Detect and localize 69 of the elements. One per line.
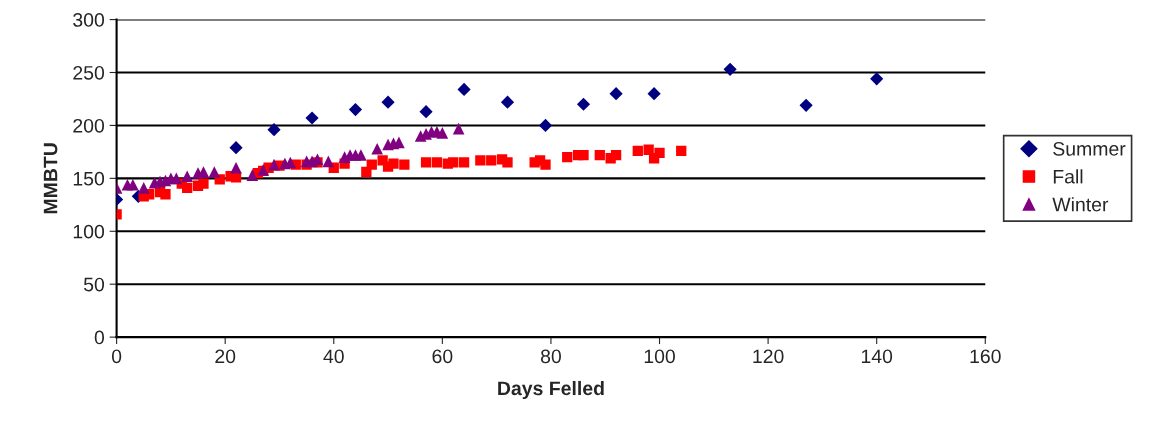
x-tick-label: 80 [540,349,561,364]
legend-label: Summer [1053,141,1126,156]
point [127,178,139,191]
point [160,189,171,200]
point [436,127,449,139]
point [799,98,813,112]
point [609,87,623,101]
point [457,82,471,97]
point [388,158,399,169]
point [182,182,193,194]
point [170,172,183,185]
point [723,62,737,76]
x-tick-label: 100 [644,349,675,364]
point [381,95,395,109]
point [632,145,643,156]
y-tick-label: 300 [73,13,105,27]
point [305,111,319,125]
point [419,105,433,119]
point [229,141,243,155]
point [654,147,665,159]
point [348,102,363,117]
point [676,145,687,156]
point [230,161,242,174]
x-axis-title: Days Felled [498,380,604,400]
y-tick-label: 150 [73,171,105,186]
y-tick-label: 50 [83,277,105,292]
point [431,157,443,168]
legend-label: Winter [1052,197,1109,212]
point [208,166,221,178]
x-tick-label: 160 [970,349,1001,364]
y-axis-title: MMBTU [43,143,58,214]
point [420,157,432,168]
x-tick-label: 140 [861,349,893,364]
point [355,149,367,161]
x-tick-label: 40 [323,349,344,364]
point [458,157,470,168]
point [594,149,605,161]
point [267,123,281,137]
point [448,157,459,168]
x-tick-label: 120 [753,349,784,364]
point [578,149,589,161]
x-tick-label: 20 [215,349,236,364]
x-tick-label: 60 [432,349,453,364]
point [452,122,465,135]
y-tick-label: 250 [73,65,105,80]
y-tick-label: 200 [73,118,105,133]
point [870,72,884,86]
point [486,155,497,166]
legend-label: Fall [1053,169,1083,184]
point [610,149,622,161]
point [502,157,513,168]
point [366,159,377,170]
y-tick-label: 0 [94,330,105,345]
point [181,170,193,183]
point [246,169,259,181]
point [137,182,150,194]
point [399,159,410,170]
point [562,152,573,163]
x-tick-label: 0 [111,349,122,364]
point [475,155,486,166]
point [198,178,209,189]
point [322,155,335,168]
point [647,87,661,101]
y-tick-label: 100 [73,224,105,239]
point [540,159,551,170]
point [538,118,553,133]
point [500,95,515,109]
point [576,97,591,111]
point [371,142,384,155]
